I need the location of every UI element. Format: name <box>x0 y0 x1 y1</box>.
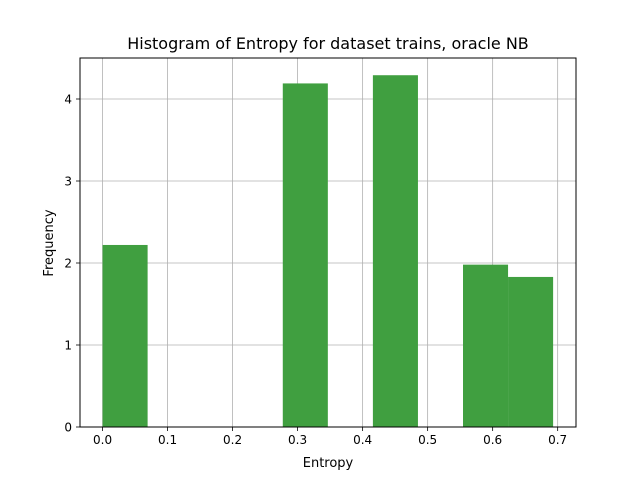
plot-frame <box>79 57 577 428</box>
y-axis-label: Frequency <box>42 209 57 276</box>
x-tick-label: 0.6 <box>483 433 502 447</box>
y-axis-ticks: 0 1 2 3 4 <box>64 93 80 435</box>
y-tick-label: 2 <box>64 257 72 271</box>
histogram-bar <box>372 75 418 427</box>
x-tick-label: 0.2 <box>223 433 242 447</box>
histogram-bar <box>463 264 509 427</box>
y-tick-label: 4 <box>64 93 72 107</box>
histogram-bar <box>102 244 148 427</box>
x-tick-label: 0.0 <box>93 433 112 447</box>
y-tick-label: 0 <box>64 421 72 435</box>
x-tick-label: 0.1 <box>158 433 177 447</box>
x-tick-label: 0.3 <box>288 433 307 447</box>
chart-title: Histogram of Entropy for dataset trains,… <box>127 34 529 53</box>
histogram-bar <box>508 276 554 427</box>
y-tick-label: 3 <box>64 175 72 189</box>
x-tick-label: 0.4 <box>353 433 372 447</box>
bars <box>102 75 554 428</box>
y-tick-label: 1 <box>64 339 72 353</box>
x-axis-ticks: 0.0 0.1 0.2 0.3 0.4 0.5 0.6 0.7 <box>93 427 567 447</box>
histogram-bar <box>282 83 328 428</box>
x-axis-label: Entropy <box>303 456 354 471</box>
x-tick-label: 0.5 <box>418 433 437 447</box>
x-tick-label: 0.7 <box>548 433 567 447</box>
